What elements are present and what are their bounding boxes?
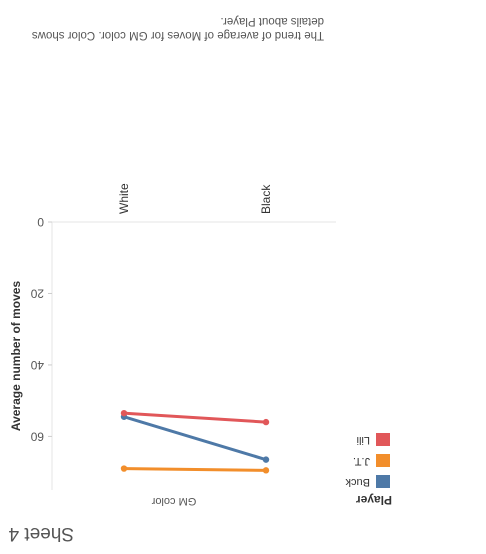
x-axis-title: GM color bbox=[151, 495, 196, 507]
chart-axes: 0 20 40 60 Average number of moves GM color Bl… bbox=[9, 183, 336, 507]
data-point bbox=[262, 467, 270, 474]
data-point bbox=[262, 456, 270, 463]
legend-label: Buck bbox=[345, 476, 370, 488]
y-tick-label: 0 bbox=[37, 215, 44, 229]
series-line bbox=[122, 415, 268, 462]
x-tick-label: Black bbox=[259, 184, 273, 214]
legend-swatch bbox=[376, 475, 390, 488]
sheet-caption: The trend of average of Moves for GM col… bbox=[31, 15, 324, 41]
series-line bbox=[122, 467, 268, 472]
data-point bbox=[120, 409, 128, 417]
chart-series bbox=[120, 409, 270, 474]
y-tick-label: 40 bbox=[30, 358, 44, 372]
legend-label: J.T. bbox=[352, 455, 370, 467]
data-point bbox=[120, 465, 128, 472]
legend-title: Player bbox=[355, 493, 392, 507]
legend-label: Lili bbox=[356, 434, 370, 446]
data-point bbox=[262, 418, 270, 426]
y-tick-label: 20 bbox=[30, 286, 44, 300]
series-line bbox=[122, 411, 268, 424]
y-axis-title: Average number of moves bbox=[9, 281, 23, 432]
y-tick-label: 60 bbox=[30, 429, 44, 443]
legend-swatch bbox=[376, 433, 390, 446]
x-tick-label: White bbox=[117, 183, 131, 214]
legend-swatch bbox=[376, 454, 390, 467]
